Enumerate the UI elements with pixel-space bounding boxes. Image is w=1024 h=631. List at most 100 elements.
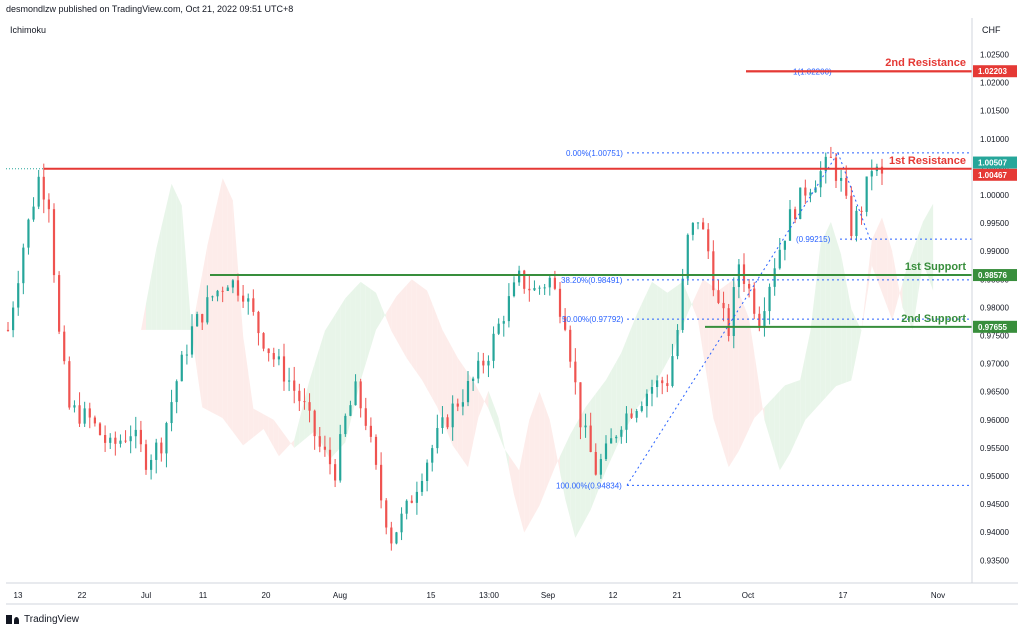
candle-body [553,277,556,289]
cloud-segment [181,205,187,330]
time-tick-label: 17 [839,591,848,600]
candle-body [671,356,674,386]
cloud-segment [897,279,903,308]
tradingview-logo-icon [6,615,20,624]
cloud-segment [907,250,913,330]
time-tick-label: Sep [541,591,556,600]
cloud-segment [192,301,198,372]
cloud-segment [207,223,213,413]
candle-body [395,532,398,544]
cloud-segment [437,316,443,420]
cloud-segment [657,285,663,381]
cloud-segment [519,445,525,533]
candle-body [814,187,817,193]
candle-body [676,329,679,357]
candle-body [134,429,137,437]
cloud-segment [381,305,387,322]
candle-body [236,280,240,296]
candle-body [748,283,751,289]
candle-body [773,268,776,287]
cloud-segment [723,283,729,468]
price-tick-label: 0.95000 [980,472,1009,481]
candle-body [594,451,597,475]
candle-body [349,405,352,416]
candle-body [686,234,689,279]
fib-trend-line [626,152,839,486]
candle-body [288,380,291,382]
candle-body [150,459,153,470]
candle-body [32,206,35,220]
cloud-segment [677,281,683,340]
time-tick-label: Oct [742,591,755,600]
candle-body [564,316,567,330]
candle-body [640,406,643,411]
candle-body [262,333,265,349]
cloud-segment [713,286,719,435]
candle-body [334,464,337,481]
cloud-segment [319,330,325,450]
candle-body [216,290,219,297]
candle-body [569,329,572,362]
candle-body [196,314,199,327]
candle-body [436,427,439,449]
candle-body [855,210,858,237]
cloud-segment [779,385,785,471]
cloud-segment [304,379,310,440]
candle-body [420,480,424,492]
candle-body [155,442,158,460]
cloud-segment [851,309,857,381]
candle-body [185,354,188,356]
cloud-segment [580,407,586,529]
candle-body [63,331,66,362]
candle-body [83,408,86,424]
candle-body [778,249,781,269]
price-tick-label: 0.99500 [980,219,1009,228]
time-tick-label: 13:00 [479,591,500,600]
candle-body [809,192,812,196]
candle-body [405,500,408,514]
cloud-segment [340,298,346,448]
candle-body [359,381,362,409]
candle-body [27,219,30,248]
fib-level-label: 38.20%(0.98491) [561,276,623,285]
indicator-label: Ichimoku [10,25,47,35]
cloud-segment [738,292,744,451]
cloud-segment [800,355,806,432]
candle-body [650,387,654,394]
cloud-segment [830,221,836,392]
candle-body [339,434,342,481]
candle-body [548,277,551,288]
price-badge-label: 1.02203 [978,67,1007,76]
candle-body [242,295,245,302]
cloud-segment [330,314,336,460]
currency-label: CHF [982,25,1001,35]
cloud-segment [447,339,453,446]
cloud-segment [365,285,371,364]
cloud-segment [473,380,479,443]
candle-body [441,417,444,428]
price-axis: 1.025001.020001.015001.010001.005001.000… [971,18,1017,583]
cloud-segment [784,383,790,462]
time-tick-label: 15 [427,591,436,600]
tradingview-logo-text: TradingView [24,614,80,625]
candle-body [180,354,183,382]
cloud-segment [692,290,698,321]
cloud-segment [641,292,647,402]
cloud-segment [396,290,402,350]
cloud-segment [698,279,704,353]
candle-body [175,381,178,403]
cloud-segment [514,462,520,514]
cloud-segment [416,283,422,380]
cloud-segment [672,285,678,353]
candle-body [635,410,638,418]
cloud-segment [258,411,264,434]
cloud-segment [217,178,223,419]
candle-body [497,323,500,334]
time-tick-label: 21 [673,591,682,600]
candle-body [446,417,449,428]
cloud-segment [273,419,279,457]
level-label: 2nd Resistance [885,57,966,69]
candle-body [558,288,562,317]
cloud-segment [836,238,842,387]
